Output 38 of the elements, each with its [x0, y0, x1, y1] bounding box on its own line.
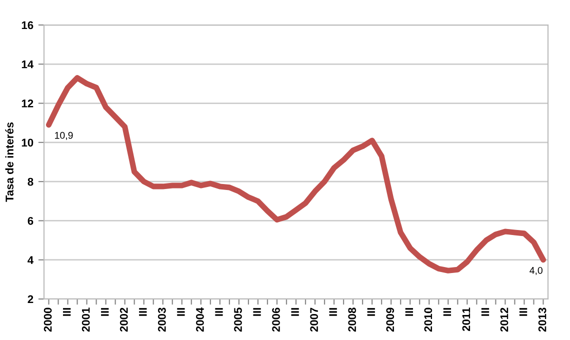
- x-tick-label: III: [443, 308, 452, 316]
- x-tick-label: 2007: [310, 308, 318, 332]
- y-tick-label: 8: [28, 178, 34, 186]
- x-tick-label: III: [329, 308, 337, 316]
- y-tick-label: 2: [28, 295, 34, 304]
- x-tick-label: III: [177, 308, 185, 316]
- x-tick-label: III: [481, 308, 490, 316]
- x-tick-label: 2006: [272, 308, 280, 332]
- x-tick-label: 2011: [462, 308, 470, 332]
- x-tick-label: 2005: [234, 308, 242, 332]
- x-tick-label: III: [405, 308, 413, 316]
- y-tick-label: 4: [28, 256, 34, 264]
- y-tick-label: 6: [28, 216, 34, 225]
- x-tick-label: 2013: [538, 308, 546, 332]
- x-tick-label: 2010: [424, 308, 432, 332]
- x-tick-label: 2000: [44, 308, 52, 332]
- x-tick-label: 2009: [386, 308, 394, 332]
- x-tick-label: 2002: [120, 308, 128, 332]
- y-tick-label: 16: [22, 21, 34, 30]
- x-tick-label: III: [139, 308, 147, 316]
- y-axis-title: Tasa de interés: [5, 122, 14, 202]
- y-tick-label: 14: [22, 60, 34, 68]
- x-tick-label: III: [367, 308, 375, 316]
- annotation: 10,9: [55, 132, 73, 140]
- x-tick-label: III: [101, 308, 109, 316]
- x-tick-label: 2001: [82, 308, 90, 332]
- y-tick-label: 12: [22, 100, 34, 108]
- x-tick-label: 2008: [348, 308, 356, 332]
- x-tick-label: III: [63, 308, 71, 316]
- x-tick-label: 2003: [158, 308, 166, 332]
- x-tick-label: III: [519, 308, 528, 316]
- x-tick-label: 2004: [196, 307, 204, 332]
- y-tick-label: 10: [22, 138, 34, 147]
- x-tick-label: III: [291, 308, 299, 316]
- x-tick-label: III: [253, 308, 261, 316]
- annotation: 4,0: [530, 266, 542, 275]
- x-tick-label: III: [215, 308, 223, 316]
- x-tick-label: 2012: [500, 308, 508, 332]
